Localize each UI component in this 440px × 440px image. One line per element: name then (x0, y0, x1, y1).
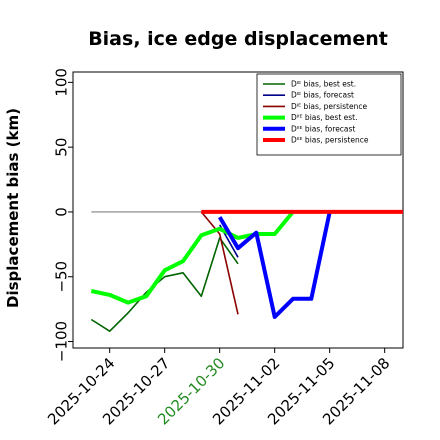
y-tick-label: 0 (52, 207, 70, 217)
series-line-4 (90, 210, 295, 305)
chart-title: Bias, ice edge displacement (88, 28, 388, 50)
series-line-3 (200, 211, 239, 315)
series-line-5 (217, 211, 332, 319)
x-axis: 2025-10-242025-10-272025-10-302025-11-02… (44, 348, 393, 428)
legend-label-3: Dᴵᴱ bias, persistence (291, 102, 367, 111)
legend-label-4: Dᴵᴵᴱ bias, best est. (291, 113, 358, 122)
series-line-1 (90, 237, 239, 333)
y-tick-label: 100 (52, 68, 70, 97)
legend: Dᴵᴱ bias, best est. Dᴵᴱ bias, forecast Dᴵᴱ… (256, 73, 402, 156)
y-tick-label: −100 (52, 321, 70, 362)
legend-label-1: Dᴵᴱ bias, best est. (291, 79, 356, 88)
y-axis-label: Displacement bias (km) (4, 108, 22, 308)
y-tick-label: 50 (52, 138, 70, 157)
series-layer (90, 209, 403, 333)
legend-label-2: Dᴵᴱ bias, forecast (291, 91, 354, 100)
legend-label-6: Dᴵᴵᴱ bias, persistence (291, 135, 369, 144)
y-axis: 100 50 0 −50 −100 (52, 68, 73, 362)
legend-label-5: Dᴵᴵᴱ bias, forecast (291, 124, 355, 133)
y-tick-label: −50 (52, 261, 70, 293)
